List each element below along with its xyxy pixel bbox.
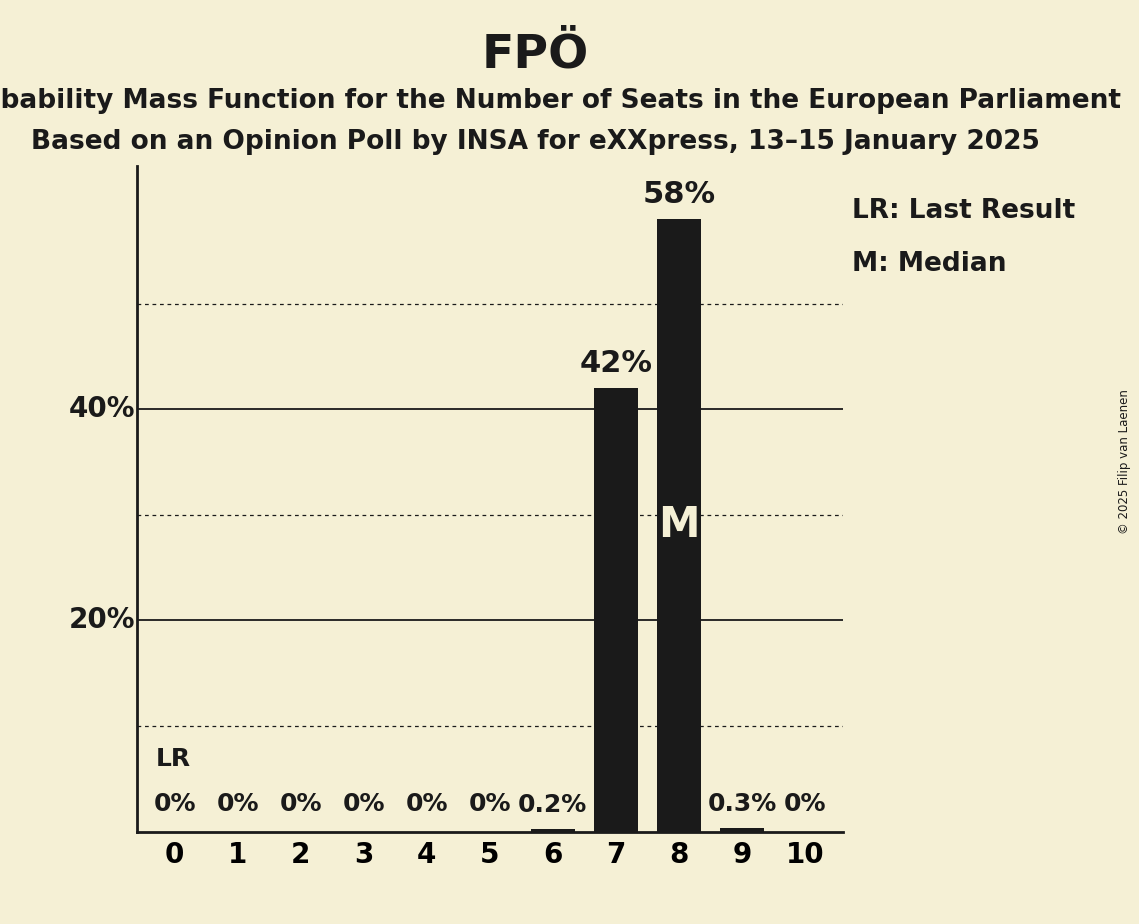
Text: 0.3%: 0.3% bbox=[707, 792, 777, 816]
Text: 40%: 40% bbox=[69, 395, 136, 423]
Text: M: M bbox=[658, 505, 699, 546]
Text: M: Median: M: Median bbox=[852, 250, 1007, 277]
Text: LR: LR bbox=[156, 748, 190, 772]
Bar bbox=[593, 388, 638, 832]
Text: LR: Last Result: LR: Last Result bbox=[852, 198, 1075, 224]
Text: Based on an Opinion Poll by INSA for eXXpress, 13–15 January 2025: Based on an Opinion Poll by INSA for eXX… bbox=[31, 129, 1040, 155]
Text: 20%: 20% bbox=[69, 606, 136, 635]
Text: 0%: 0% bbox=[216, 792, 259, 816]
Text: 0%: 0% bbox=[405, 792, 448, 816]
Text: Probability Mass Function for the Number of Seats in the European Parliament: Probability Mass Function for the Number… bbox=[0, 88, 1121, 114]
Text: 0%: 0% bbox=[154, 792, 196, 816]
Text: 0.2%: 0.2% bbox=[518, 793, 588, 817]
Bar bbox=[657, 219, 700, 832]
Text: 0%: 0% bbox=[343, 792, 385, 816]
Bar bbox=[531, 830, 575, 832]
Text: 0%: 0% bbox=[279, 792, 322, 816]
Bar bbox=[720, 829, 764, 832]
Text: 58%: 58% bbox=[642, 179, 715, 209]
Text: FPÖ: FPÖ bbox=[482, 32, 589, 78]
Text: © 2025 Filip van Laenen: © 2025 Filip van Laenen bbox=[1118, 390, 1131, 534]
Text: 42%: 42% bbox=[580, 348, 653, 378]
Text: 0%: 0% bbox=[468, 792, 511, 816]
Text: 0%: 0% bbox=[784, 792, 826, 816]
